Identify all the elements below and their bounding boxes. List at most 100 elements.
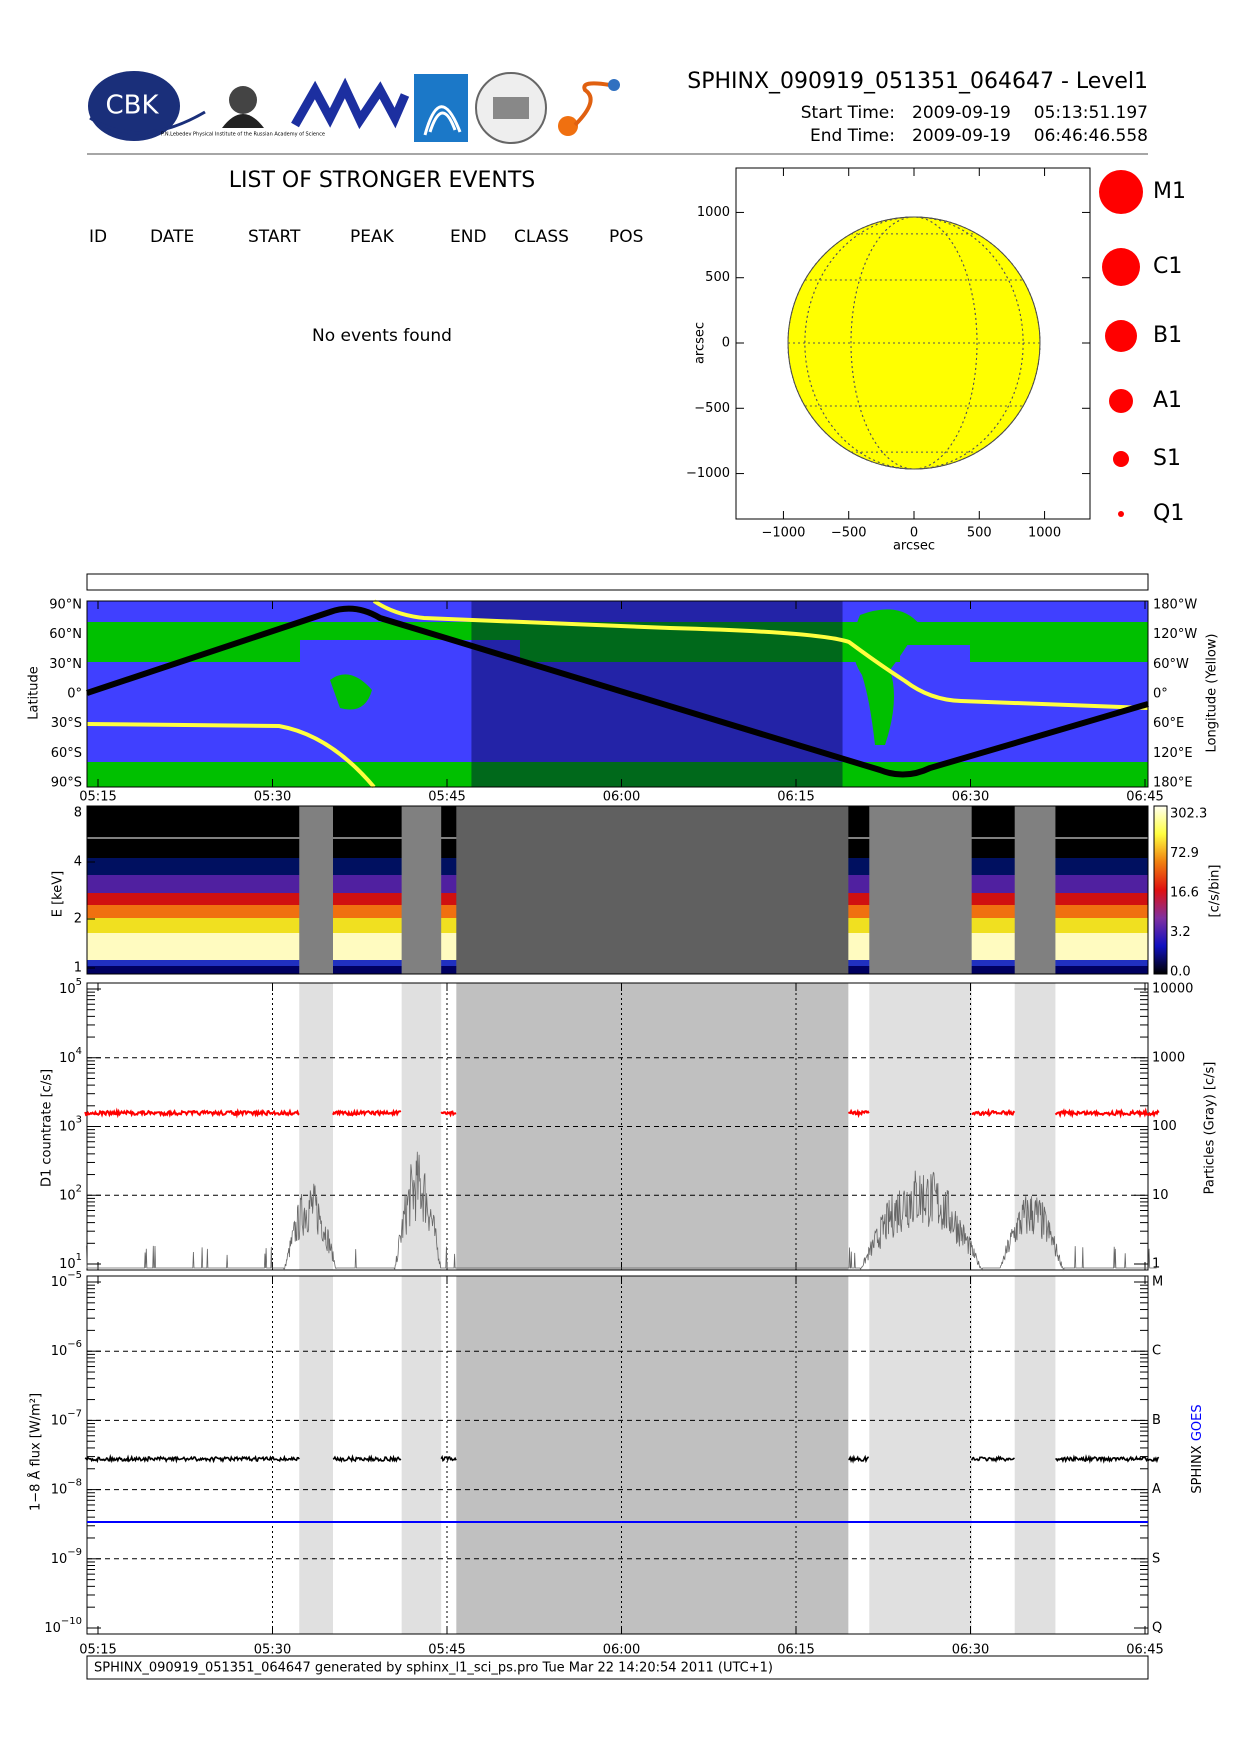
- colorbar: [1153, 805, 1168, 975]
- flux-tick-label-base: 10: [44, 1621, 61, 1636]
- sphinx-trace: [440, 1454, 457, 1462]
- sun-xtick-label: 500: [967, 526, 992, 541]
- particles-tick-label: 1000: [1152, 1050, 1185, 1065]
- orbit-frame: [86, 600, 1149, 788]
- spectrum-gap: [299, 806, 333, 974]
- time-tick-label: 06:00: [603, 1643, 640, 1658]
- flux-tick-label-exp: −8: [67, 1478, 82, 1489]
- lat-tick-label: 60°S: [51, 746, 82, 761]
- time-tick-label: 05:30: [254, 790, 291, 805]
- goes-class-label: A: [1152, 1482, 1161, 1497]
- americas: [852, 609, 920, 745]
- countrate-trace: [848, 1108, 870, 1119]
- orbit-y2label: Longitude (Yellow): [1205, 634, 1220, 753]
- flux-tick-label-exp: −6: [67, 1339, 82, 1350]
- time-tick-label: 05:45: [428, 790, 465, 805]
- sun-meridian: [787, 216, 1041, 470]
- countrate-tick-label-exp: 3: [76, 1115, 82, 1126]
- sun-ytick-label: 1000: [697, 205, 730, 220]
- events-column: CLASS: [514, 227, 569, 247]
- events-column: POS: [609, 227, 643, 247]
- sphinx-trace: [84, 1453, 300, 1464]
- legend-goes: GOES: [1190, 1404, 1205, 1441]
- lon-tick-label: 180°W: [1153, 598, 1197, 613]
- lebedev-caption: P.N.Lebedev Physical Institute of the Ru…: [161, 132, 325, 138]
- sun-ytick-label: 500: [705, 270, 730, 285]
- end-time: 06:46:46.558: [1034, 126, 1148, 146]
- countrate-tick-label-exp: 1: [76, 1252, 82, 1263]
- lon-tick-label: 120°W: [1153, 627, 1197, 642]
- time-tick-label: 05:30: [254, 1643, 291, 1658]
- spectrum-gap: [1014, 806, 1056, 974]
- data-gap: [1014, 1276, 1056, 1634]
- events-title: LIST OF STRONGER EVENTS: [229, 168, 536, 193]
- lon-tick-label: 180°E: [1153, 776, 1193, 791]
- lat-tick-label: 0°: [67, 687, 82, 702]
- goes-class-label: B: [1152, 1413, 1161, 1428]
- sun-xtick-label: 0: [910, 526, 918, 541]
- countrate-tick-label: 101: [59, 1252, 82, 1272]
- events-message: No events found: [312, 326, 452, 346]
- countrate-tick-label-base: 10: [59, 1119, 76, 1134]
- flux-legend: SPHINX GOES: [1190, 1404, 1205, 1493]
- sun-ytick-label: 0: [722, 336, 730, 351]
- spectrogram-frame: [86, 805, 1149, 975]
- lat-tick-label: 30°N: [49, 657, 82, 672]
- time-tick-label: 06:30: [952, 1643, 989, 1658]
- orbit-ylabel: Latitude: [27, 666, 42, 720]
- countrate-tick-label-exp: 4: [76, 1046, 82, 1057]
- flux-tick-label-base: 10: [51, 1344, 68, 1359]
- lat-tick-label: 90°S: [51, 776, 82, 791]
- countrate-tick-label-base: 10: [59, 1257, 76, 1272]
- sun-xtick-label: 1000: [1028, 526, 1061, 541]
- time-tick-label: 06:45: [1126, 1643, 1163, 1658]
- blue-logo-arc: [423, 105, 462, 136]
- longitude-track: [86, 599, 1149, 789]
- panel-frame: [86, 1275, 1149, 1635]
- mifi-logo: [291, 77, 410, 130]
- energy-tick-label: 4: [74, 855, 82, 870]
- cbk-swoosh: [89, 110, 206, 135]
- flux-tick-label-base: 10: [51, 1482, 68, 1497]
- flux-tick-label-exp: −5: [67, 1270, 82, 1281]
- cbk-logo: [88, 71, 180, 141]
- flux-tick-label: 10−7: [51, 1408, 82, 1428]
- event-bar: [86, 573, 1149, 591]
- sun-meridian: [804, 216, 1024, 470]
- countrate-y2label: Particles (Gray) [c/s]: [1203, 1062, 1218, 1195]
- start-time: 05:13:51.197: [1034, 103, 1148, 123]
- class-marker: [1102, 248, 1140, 286]
- sun-ytick-label: −1000: [686, 466, 730, 481]
- countrate-ylabel: D1 countrate [c/s]: [40, 1069, 55, 1187]
- colorbar-tick-label: 302.3: [1170, 807, 1207, 822]
- lat-tick-label: 90°N: [49, 598, 82, 613]
- flux-tick-label: 10−6: [51, 1339, 82, 1359]
- countrate-tick-label-base: 10: [59, 982, 76, 997]
- countrate-trace: [440, 1110, 457, 1118]
- flux-tick-label-exp: −9: [67, 1547, 82, 1558]
- energy-tick-label: 8: [74, 806, 82, 821]
- sphinx-trace: [970, 1454, 1015, 1463]
- australia: [330, 674, 372, 710]
- flux-tick-label-exp: −10: [61, 1616, 82, 1627]
- class-label: B1: [1153, 323, 1182, 348]
- lon-tick-label: 60°W: [1153, 657, 1189, 672]
- flux-tick-label: 10−10: [44, 1616, 82, 1636]
- time-tick-label: 06:30: [952, 790, 989, 805]
- particles-trace: [86, 1151, 1157, 1272]
- time-tick-label: 05:15: [79, 790, 116, 805]
- events-column: END: [450, 227, 487, 247]
- time-tick-label: 06:15: [777, 1643, 814, 1658]
- flux-tick-label-base: 10: [51, 1275, 68, 1290]
- countrate-tick-label-base: 10: [59, 1050, 76, 1065]
- goes-class-label: C: [1152, 1344, 1161, 1359]
- particles-tick-label: 100: [1152, 1119, 1177, 1134]
- report-title: SPHINX_090919_051351_064647 - Level1: [687, 69, 1148, 94]
- colorbar-tick-label: 3.2: [1170, 925, 1191, 940]
- cbk-text: CBK: [105, 91, 159, 121]
- data-gap: [456, 1276, 849, 1634]
- countrate-trace: [332, 1108, 402, 1117]
- time-tick-label: 05:45: [428, 1643, 465, 1658]
- particles-tick-label: 10000: [1152, 982, 1193, 997]
